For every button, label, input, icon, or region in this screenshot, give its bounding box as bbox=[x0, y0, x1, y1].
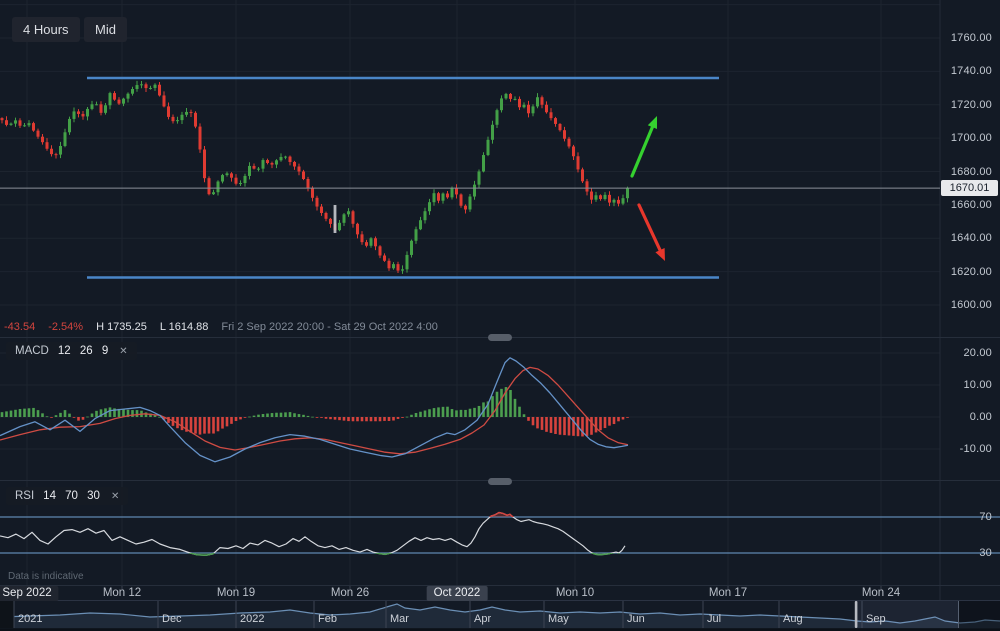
price-axis-tick: 1720.00 bbox=[950, 98, 992, 111]
navigator-month-label: Jul bbox=[707, 613, 722, 625]
price-axis-tick: 1660.00 bbox=[950, 198, 992, 211]
interval-button[interactable]: 4 Hours bbox=[12, 17, 80, 42]
change-percent: -2.54% bbox=[48, 321, 84, 333]
navigator-month-label: Jun bbox=[627, 613, 645, 625]
navigator-month-label: May bbox=[548, 613, 569, 625]
pane-resize-handle[interactable] bbox=[488, 478, 512, 485]
up-arrow-drawing[interactable] bbox=[630, 116, 657, 178]
time-axis-label: Mon 26 bbox=[330, 587, 370, 599]
macd-axis-tick: -10.00 bbox=[959, 443, 992, 455]
navigator-month-label: Sep bbox=[866, 613, 886, 625]
visible-range: Fri 2 Sep 2022 20:00 - Sat 29 Oct 2022 4… bbox=[221, 321, 438, 333]
navigator-handle[interactable] bbox=[854, 601, 858, 628]
period-high: H 1735.25 bbox=[96, 321, 147, 333]
rsi-params: 14 70 30 bbox=[43, 490, 100, 502]
navigator-month-label: Aug bbox=[783, 613, 803, 625]
macd-axis-tick: 20.00 bbox=[963, 347, 992, 359]
pane-resize-handle[interactable] bbox=[488, 334, 512, 341]
instrument-stats: -43.54 -2.54% H 1735.25 L 1614.88 Fri 2 … bbox=[4, 321, 438, 333]
time-axis-label: Sep 2022 bbox=[0, 586, 59, 601]
price-axis-tick: 1640.00 bbox=[950, 232, 992, 245]
down-arrow-drawing[interactable] bbox=[637, 203, 665, 261]
highlighted-candle bbox=[333, 205, 337, 233]
navigator-month-label: Dec bbox=[162, 613, 182, 625]
macd-legend: MACD 12 26 9 ✕ bbox=[6, 342, 137, 360]
rsi-plot bbox=[0, 511, 1000, 557]
rsi-legend: RSI 14 70 30 ✕ bbox=[6, 487, 129, 505]
macd-axis-tick: 0.00 bbox=[969, 411, 992, 423]
navigator[interactable] bbox=[0, 601, 1000, 628]
macd-close-icon[interactable]: ✕ bbox=[119, 345, 128, 357]
price-axis-tick: 1700.00 bbox=[950, 132, 992, 145]
time-axis-label: Mon 17 bbox=[708, 587, 748, 599]
navigator-month-label: 2021 bbox=[18, 613, 43, 625]
time-axis-label: Mon 19 bbox=[216, 587, 256, 599]
candles bbox=[0, 80, 629, 274]
change-value: -43.54 bbox=[4, 321, 36, 333]
current-price-tag: 1670.01 bbox=[941, 180, 998, 196]
price-axis-tick: 1680.00 bbox=[950, 165, 992, 178]
navigator-month-label: 2022 bbox=[240, 613, 265, 625]
rsi-axis-tick: 70 bbox=[979, 511, 992, 523]
time-axis-label: Mon 24 bbox=[861, 587, 901, 599]
rsi-name: RSI bbox=[15, 490, 35, 502]
navigator-month-label: Feb bbox=[318, 613, 337, 625]
macd-axis-tick: 10.00 bbox=[963, 379, 992, 391]
price-axis-tick: 1760.00 bbox=[950, 32, 992, 44]
macd-name: MACD bbox=[15, 345, 49, 357]
rsi-axis-tick: 30 bbox=[979, 547, 992, 559]
time-axis-label: Oct 2022 bbox=[426, 586, 488, 601]
price-axis-tick: 1740.00 bbox=[950, 65, 992, 78]
time-axis-label: Mon 10 bbox=[555, 587, 595, 599]
period-low: L 1614.88 bbox=[159, 321, 209, 333]
price-type-button[interactable]: Mid bbox=[84, 17, 127, 42]
data-indicative-note: Data is indicative bbox=[8, 571, 84, 582]
navigator-selection[interactable] bbox=[857, 601, 958, 628]
price-axis-tick: 1620.00 bbox=[950, 265, 992, 278]
navigator-month-label: Apr bbox=[474, 613, 492, 625]
navigator-month-label: Mar bbox=[390, 613, 409, 625]
price-axis-tick: 1600.00 bbox=[950, 299, 992, 311]
rsi-close-icon[interactable]: ✕ bbox=[110, 490, 120, 502]
macd-params: 12 26 9 bbox=[57, 345, 109, 357]
time-axis-label: Mon 12 bbox=[102, 587, 142, 599]
macd-plot bbox=[0, 357, 629, 463]
